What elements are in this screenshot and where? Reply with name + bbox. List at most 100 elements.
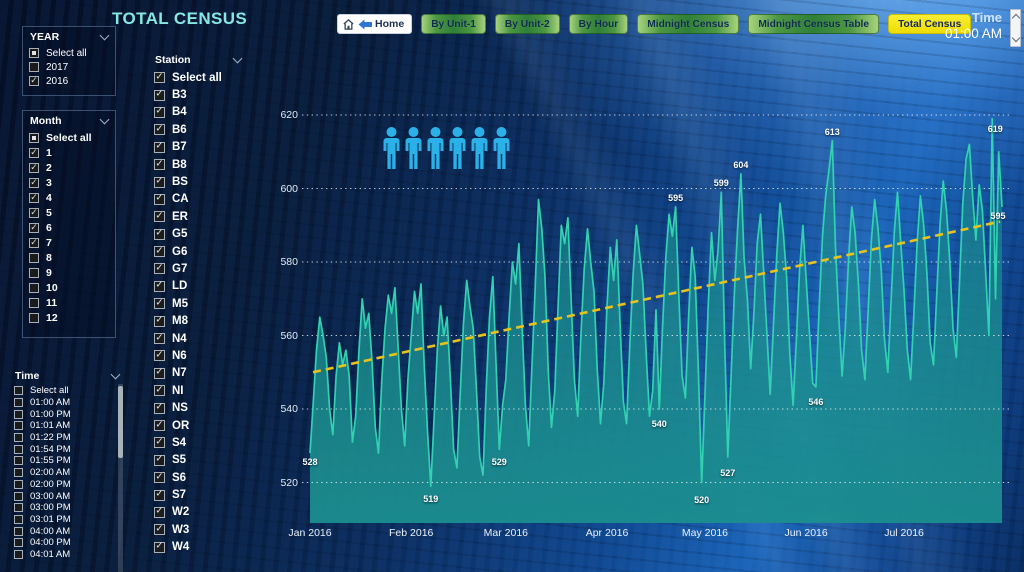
slicer-item-b6[interactable]: B6 [154, 121, 242, 138]
checkbox-m8[interactable] [154, 315, 165, 327]
slicer-item-n6[interactable]: N6 [154, 347, 242, 364]
checkbox-n7[interactable] [154, 367, 165, 379]
checkbox-m5[interactable] [154, 298, 165, 310]
checkbox-b3[interactable] [154, 89, 165, 101]
checkbox-w2[interactable] [154, 506, 165, 518]
checkbox-04-00-pm[interactable] [14, 538, 23, 548]
checkbox-select-all[interactable] [29, 48, 39, 58]
slicer-item-g7[interactable]: G7 [154, 260, 242, 277]
checkbox-n4[interactable] [154, 333, 165, 345]
slicer-item-s7[interactable]: S7 [154, 486, 242, 503]
checkbox-02-00-am[interactable] [14, 468, 23, 478]
nav-button-midnight-census[interactable]: Midnight Census [637, 14, 740, 34]
slicer-item-m5[interactable]: M5 [154, 295, 242, 312]
checkbox-02-00-pm[interactable] [14, 479, 23, 489]
slicer-item-or[interactable]: OR [154, 417, 242, 434]
slicer-item-7[interactable]: 7 [29, 235, 109, 250]
nav-button-total-census[interactable]: Total Census [888, 14, 972, 34]
checkbox-4[interactable] [29, 192, 39, 203]
checkbox-ni[interactable] [154, 385, 165, 397]
checkbox-b8[interactable] [154, 159, 165, 171]
checkbox-n6[interactable] [154, 350, 165, 362]
slicer-item-b8[interactable]: B8 [154, 156, 242, 173]
slicer-item-b4[interactable]: B4 [154, 104, 242, 121]
checkbox-b4[interactable] [154, 106, 165, 118]
checkbox-2[interactable] [29, 162, 39, 173]
checkbox-b6[interactable] [154, 124, 165, 136]
slicer-item-01-54-pm[interactable]: 01:54 PM [14, 443, 120, 455]
slicer-item-11[interactable]: 11 [29, 295, 109, 310]
slicer-item-ca[interactable]: CA [154, 191, 242, 208]
checkbox-12[interactable] [29, 312, 39, 323]
slicer-item-9[interactable]: 9 [29, 265, 109, 280]
checkbox-w3[interactable] [154, 524, 165, 536]
slicer-item-select-all[interactable]: Select all [29, 130, 109, 145]
checkbox-ld[interactable] [154, 280, 165, 292]
slicer-item-03-00-pm[interactable]: 03:00 PM [14, 502, 120, 514]
slicer-item-g5[interactable]: G5 [154, 226, 242, 243]
checkbox-04-00-am[interactable] [14, 526, 23, 536]
slicer-item-04-01-am[interactable]: 04:01 AM [14, 549, 120, 561]
slicer-item-2[interactable]: 2 [29, 160, 109, 175]
slicer-item-01-01-am[interactable]: 01:01 AM [14, 420, 120, 432]
slicer-item-01-00-pm[interactable]: 01:00 PM [14, 408, 120, 420]
slicer-item-w2[interactable]: W2 [154, 504, 242, 521]
slicer-item-n4[interactable]: N4 [154, 330, 242, 347]
checkbox-01-00-pm[interactable] [14, 409, 23, 419]
slicer-item-s5[interactable]: S5 [154, 452, 242, 469]
slicer-item-b7[interactable]: B7 [154, 139, 242, 156]
slicer-item-02-00-pm[interactable]: 02:00 PM [14, 479, 120, 491]
checkbox-01-55-pm[interactable] [14, 456, 23, 466]
slicer-item-g6[interactable]: G6 [154, 243, 242, 260]
nav-button-midnight-census-table[interactable]: Midnight Census Table [748, 14, 880, 34]
checkbox-3[interactable] [29, 177, 39, 188]
checkbox-g7[interactable] [154, 263, 165, 275]
slicer-item-03-01-pm[interactable]: 03:01 PM [14, 514, 120, 526]
checkbox-01-00-am[interactable] [14, 398, 23, 408]
checkbox-10[interactable] [29, 282, 39, 293]
slicer-item-6[interactable]: 6 [29, 220, 109, 235]
checkbox-ns[interactable] [154, 402, 165, 414]
checkbox-bs[interactable] [154, 176, 165, 188]
checkbox-03-00-pm[interactable] [14, 503, 23, 513]
slicer-item-12[interactable]: 12 [29, 310, 109, 325]
slicer-item-er[interactable]: ER [154, 208, 242, 225]
checkbox-s5[interactable] [154, 454, 165, 466]
checkbox-7[interactable] [29, 237, 39, 248]
slicer-item-m8[interactable]: M8 [154, 312, 242, 329]
checkbox-04-01-am[interactable] [14, 549, 23, 559]
checkbox-w4[interactable] [154, 541, 165, 553]
slicer-item-ni[interactable]: NI [154, 382, 242, 399]
checkbox-er[interactable] [154, 211, 165, 223]
checkbox-g5[interactable] [154, 228, 165, 240]
checkbox-03-00-am[interactable] [14, 491, 23, 501]
checkbox-select-all[interactable] [29, 132, 39, 143]
slicer-item-n7[interactable]: N7 [154, 365, 242, 382]
slicer-item-01-00-am[interactable]: 01:00 AM [14, 397, 120, 409]
checkbox-03-01-pm[interactable] [14, 514, 23, 524]
slicer-item-02-00-am[interactable]: 02:00 AM [14, 467, 120, 479]
checkbox-9[interactable] [29, 267, 39, 278]
slicer-item-ld[interactable]: LD [154, 278, 242, 295]
nav-button-by-unit-1[interactable]: By Unit-1 [421, 14, 486, 34]
checkbox-select-all[interactable] [154, 72, 165, 84]
slicer-item-select-all[interactable]: Select all [14, 385, 120, 397]
slicer-item-select-all[interactable]: Select all [29, 46, 109, 60]
slicer-item-b3[interactable]: B3 [154, 86, 242, 103]
slicer-item-select-all[interactable]: Select all [154, 69, 242, 86]
checkbox-s6[interactable] [154, 472, 165, 484]
slicer-item-bs[interactable]: BS [154, 173, 242, 190]
home-button[interactable]: Home [337, 14, 413, 34]
checkbox-ca[interactable] [154, 193, 165, 205]
slicer-item-01-22-pm[interactable]: 01:22 PM [14, 432, 120, 444]
slicer-item-3[interactable]: 3 [29, 175, 109, 190]
slicer-item-1[interactable]: 1 [29, 145, 109, 160]
checkbox-5[interactable] [29, 207, 39, 218]
time-slicer-scrollbar-thumb[interactable] [118, 386, 123, 458]
slicer-item-4[interactable]: 4 [29, 190, 109, 205]
checkbox-g6[interactable] [154, 246, 165, 258]
checkbox-s7[interactable] [154, 489, 165, 501]
checkbox-11[interactable] [29, 297, 39, 308]
checkbox-01-22-pm[interactable] [14, 433, 23, 443]
